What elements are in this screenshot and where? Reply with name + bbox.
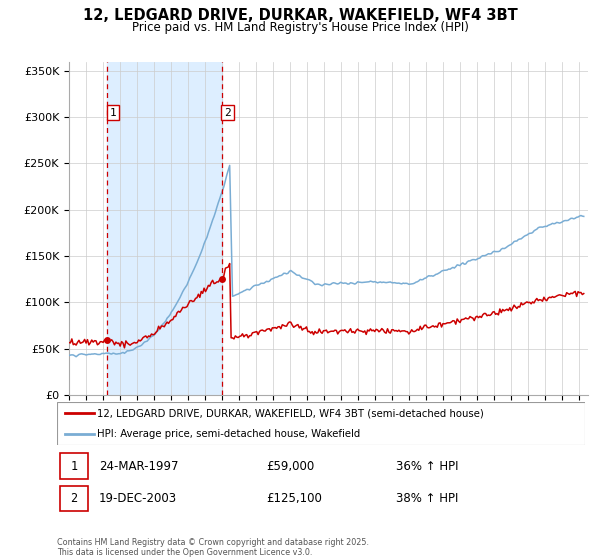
Text: Price paid vs. HM Land Registry's House Price Index (HPI): Price paid vs. HM Land Registry's House …: [131, 21, 469, 34]
Text: 1: 1: [109, 108, 116, 118]
Text: 36% ↑ HPI: 36% ↑ HPI: [397, 460, 459, 473]
Text: 1: 1: [70, 460, 77, 473]
Text: 19-DEC-2003: 19-DEC-2003: [99, 492, 177, 505]
Text: £125,100: £125,100: [266, 492, 322, 505]
Text: £59,000: £59,000: [266, 460, 314, 473]
Text: 38% ↑ HPI: 38% ↑ HPI: [397, 492, 458, 505]
Bar: [59, 453, 88, 478]
Text: 2: 2: [224, 108, 231, 118]
Text: Contains HM Land Registry data © Crown copyright and database right 2025.
This d: Contains HM Land Registry data © Crown c…: [57, 538, 369, 557]
Bar: [107, 62, 221, 395]
Text: 2: 2: [70, 492, 77, 505]
Text: HPI: Average price, semi-detached house, Wakefield: HPI: Average price, semi-detached house,…: [97, 430, 360, 439]
Text: 12, LEDGARD DRIVE, DURKAR, WAKEFIELD, WF4 3BT (semi-detached house): 12, LEDGARD DRIVE, DURKAR, WAKEFIELD, WF…: [97, 408, 484, 418]
Bar: [59, 486, 88, 511]
Text: 24-MAR-1997: 24-MAR-1997: [99, 460, 178, 473]
Text: 12, LEDGARD DRIVE, DURKAR, WAKEFIELD, WF4 3BT: 12, LEDGARD DRIVE, DURKAR, WAKEFIELD, WF…: [83, 8, 517, 24]
